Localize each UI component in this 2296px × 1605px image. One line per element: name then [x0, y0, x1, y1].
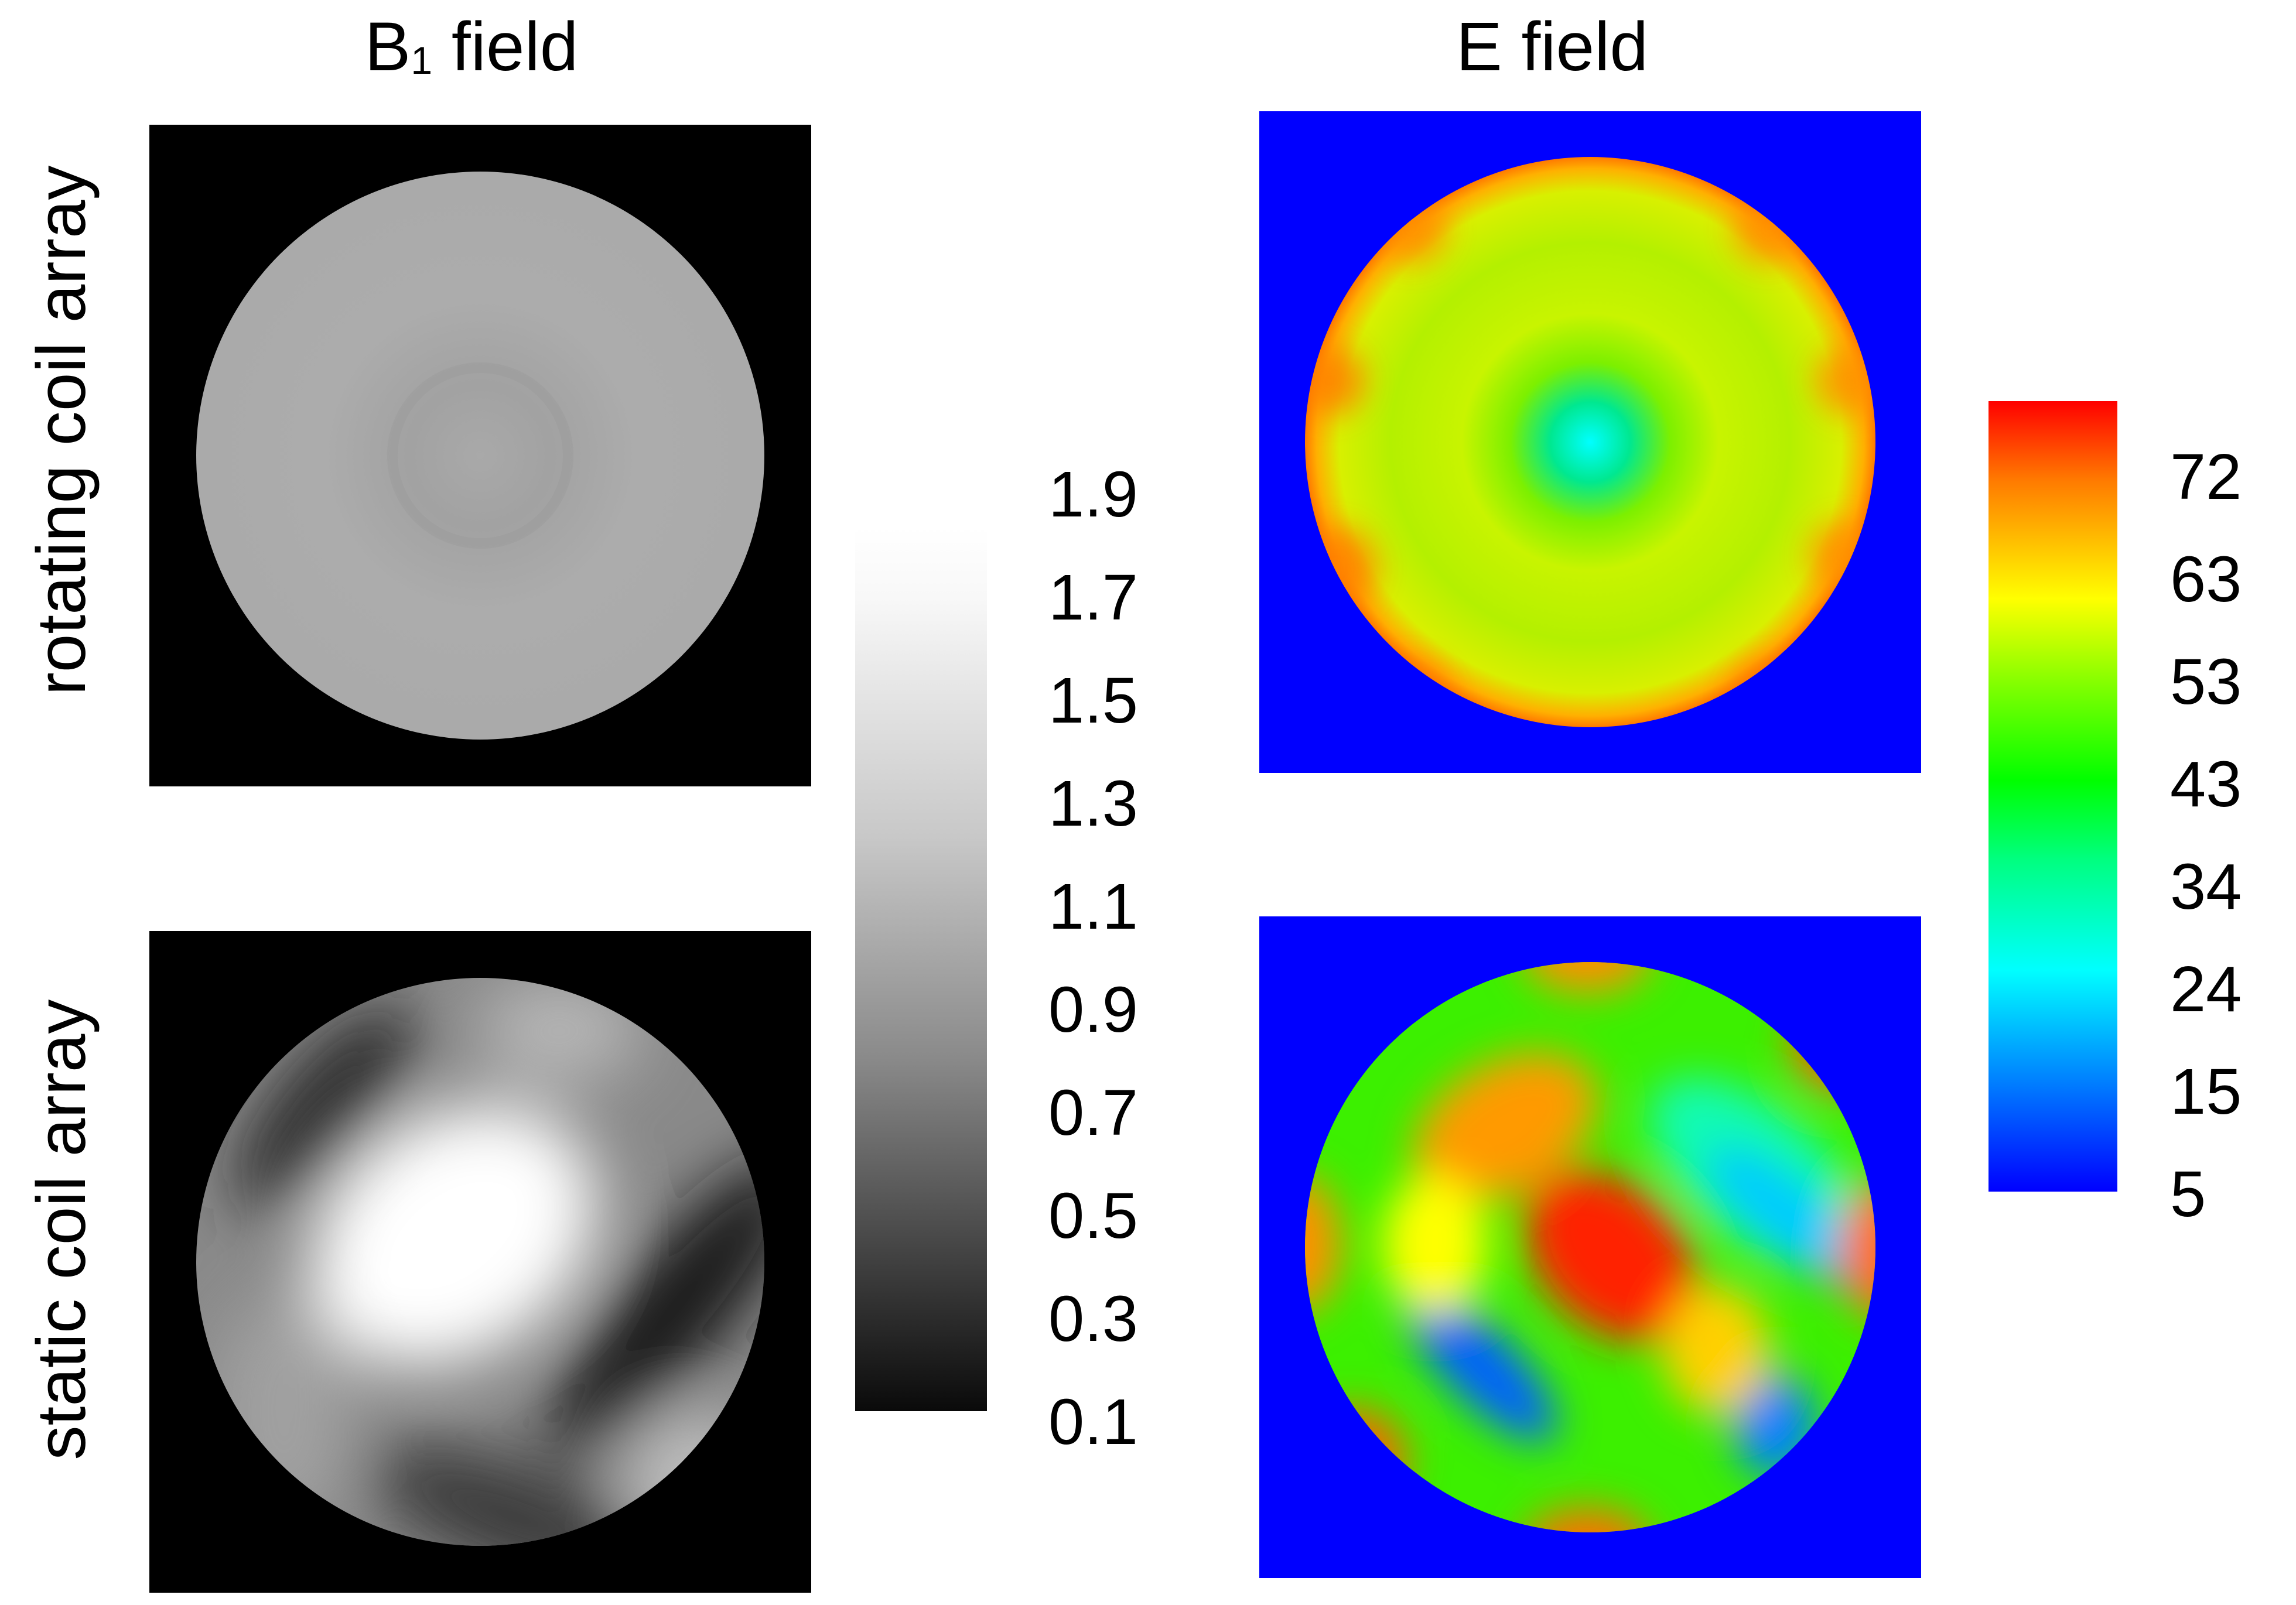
b1-title-rest: field [432, 8, 579, 85]
e-rotating-disk [1305, 157, 1875, 727]
b1-colorbar-ticks: 1.9 1.7 1.5 1.3 1.1 0.9 0.7 0.5 0.3 0.1 [1048, 463, 1201, 1458]
e-tick: 63 [2170, 543, 2242, 615]
b1-static-map [149, 931, 811, 1593]
b1-tick: 1.1 [1048, 871, 1138, 943]
row-label-static: static coil array [23, 999, 100, 1460]
e-tick: 5 [2170, 1158, 2206, 1230]
b1-tick: 0.7 [1048, 1077, 1138, 1149]
b1-title-main: B [364, 8, 411, 85]
b1-tick: 0.9 [1048, 974, 1138, 1046]
e-colorbar [1988, 401, 2117, 1192]
e-rotating-map [1259, 111, 1921, 773]
e-tick: 34 [2170, 851, 2242, 923]
b1-title-subscript: 1 [411, 39, 433, 82]
e-field-title: E field [1456, 8, 1648, 85]
row-label-rotating: rotating coil array [23, 165, 100, 696]
b1-colorbar [855, 527, 987, 1411]
b1-tick: 1.5 [1048, 665, 1138, 737]
b1-rotating-disk [196, 172, 764, 740]
b1-tick: 1.7 [1048, 562, 1138, 634]
b1-field-title: B1 field [266, 0, 676, 94]
e-tick: 43 [2170, 748, 2242, 820]
e-tick: 53 [2170, 646, 2242, 718]
b1-tick: 0.3 [1048, 1283, 1138, 1355]
e-colorbar-ticks: 72 63 53 43 34 24 15 5 [2170, 445, 2296, 1236]
e-tick: 72 [2170, 441, 2242, 513]
e-tick: 24 [2170, 953, 2242, 1025]
b1-rotating-map [149, 125, 811, 786]
b1-tick: 1.3 [1048, 768, 1138, 840]
e-static-map [1259, 916, 1921, 1578]
b1-tick: 1.9 [1048, 458, 1138, 531]
e-tick: 15 [2170, 1056, 2242, 1128]
b1-tick: 0.5 [1048, 1180, 1138, 1252]
b1-tick: 0.1 [1048, 1386, 1138, 1458]
